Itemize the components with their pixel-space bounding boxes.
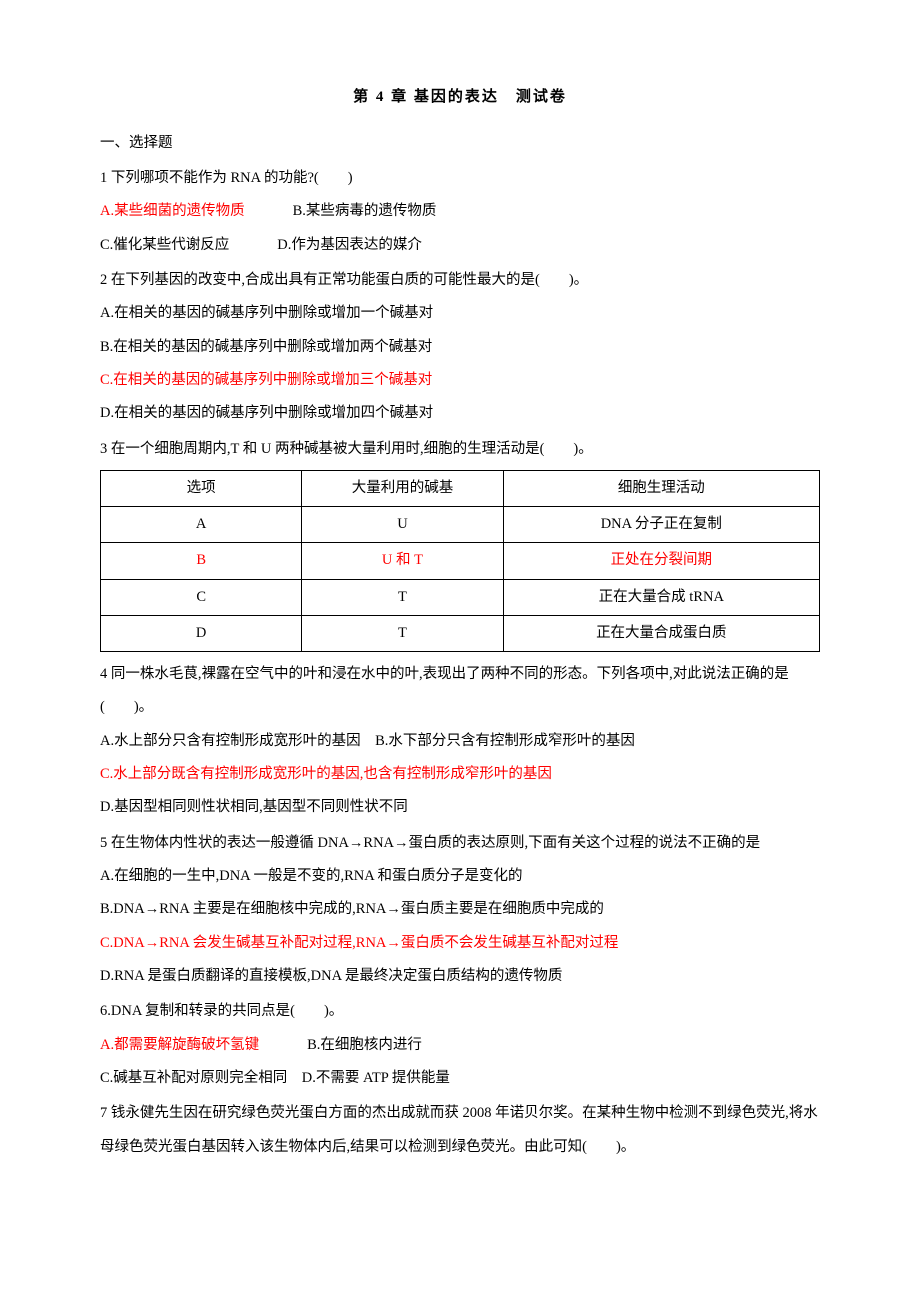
- question-1-options-cd: C.催化某些代谢反应 D.作为基因表达的媒介: [100, 229, 820, 262]
- q6-option-d: D.不需要 ATP 提供能量: [302, 1070, 450, 1086]
- q2-option-d: D.在相关的基因的碱基序列中删除或增加四个碱基对: [100, 397, 820, 430]
- q5-option-c: C.DNA→RNA 会发生碱基互补配对过程,RNA→蛋白质不会发生碱基互补配对过…: [100, 927, 820, 960]
- q2-option-a: A.在相关的基因的碱基序列中删除或增加一个碱基对: [100, 297, 820, 330]
- table-header-base: 大量利用的碱基: [302, 470, 503, 506]
- table-row: A U DNA 分子正在复制: [101, 507, 820, 543]
- question-1-stem: 1 下列哪项不能作为 RNA 的功能?( ): [100, 162, 820, 195]
- q1-option-c: C.催化某些代谢反应: [100, 237, 229, 253]
- table-cell-opt: D: [101, 615, 302, 651]
- question-2-stem: 2 在下列基因的改变中,合成出具有正常功能蛋白质的可能性最大的是( )。: [100, 264, 820, 297]
- table-header-activity: 细胞生理活动: [503, 470, 819, 506]
- table-cell-act: DNA 分子正在复制: [503, 507, 819, 543]
- question-6-options-ab: A.都需要解旋酶破坏氢键 B.在细胞核内进行: [100, 1029, 820, 1062]
- table-cell-act: 正在大量合成蛋白质: [503, 615, 819, 651]
- table-cell-base: T: [302, 615, 503, 651]
- question-1-options-ab: A.某些细菌的遗传物质 B.某些病毒的遗传物质: [100, 195, 820, 228]
- question-6-options-cd: C.碱基互补配对原则完全相同 D.不需要 ATP 提供能量: [100, 1062, 820, 1095]
- q1-option-d: D.作为基因表达的媒介: [277, 237, 422, 253]
- question-6-stem: 6.DNA 复制和转录的共同点是( )。: [100, 995, 820, 1028]
- question-4-stem: 4 同一株水毛茛,裸露在空气中的叶和浸在水中的叶,表现出了两种不同的形态。下列各…: [100, 658, 820, 725]
- table-cell-base: U: [302, 507, 503, 543]
- q4-option-a: A.水上部分只含有控制形成宽形叶的基因: [100, 733, 361, 749]
- table-row: D T 正在大量合成蛋白质: [101, 615, 820, 651]
- question-4-options-ab: A.水上部分只含有控制形成宽形叶的基因 B.水下部分只含有控制形成窄形叶的基因: [100, 725, 820, 758]
- q1-option-b: B.某些病毒的遗传物质: [293, 203, 437, 219]
- question-5-stem: 5 在生物体内性状的表达一般遵循 DNA→RNA→蛋白质的表达原则,下面有关这个…: [100, 827, 820, 860]
- table-cell-base: U 和 T: [302, 543, 503, 579]
- table-cell-act: 正处在分裂间期: [503, 543, 819, 579]
- q6-option-a: A.都需要解旋酶破坏氢键: [100, 1037, 259, 1053]
- q2-option-b: B.在相关的基因的碱基序列中删除或增加两个碱基对: [100, 331, 820, 364]
- q4-option-c: C.水上部分既含有控制形成宽形叶的基因,也含有控制形成窄形叶的基因: [100, 758, 820, 791]
- table-cell-act: 正在大量合成 tRNA: [503, 579, 819, 615]
- table-row: B U 和 T 正处在分裂间期: [101, 543, 820, 579]
- q6-option-c: C.碱基互补配对原则完全相同: [100, 1070, 287, 1086]
- q5-option-d: D.RNA 是蛋白质翻译的直接模板,DNA 是最终决定蛋白质结构的遗传物质: [100, 960, 820, 993]
- q4-option-d: D.基因型相同则性状相同,基因型不同则性状不同: [100, 791, 820, 824]
- page-title: 第 4 章 基因的表达 测试卷: [100, 80, 820, 115]
- q5-option-b: B.DNA→RNA 主要是在细胞核中完成的,RNA→蛋白质主要是在细胞质中完成的: [100, 893, 820, 926]
- table-cell-opt: B: [101, 543, 302, 579]
- q2-option-c: C.在相关的基因的碱基序列中删除或增加三个碱基对: [100, 364, 820, 397]
- q6-option-b: B.在细胞核内进行: [307, 1037, 422, 1053]
- question-3-table: 选项 大量利用的碱基 细胞生理活动 A U DNA 分子正在复制 B U 和 T…: [100, 470, 820, 652]
- table-cell-base: T: [302, 579, 503, 615]
- question-7-stem: 7 钱永健先生因在研究绿色荧光蛋白方面的杰出成就而获 2008 年诺贝尔奖。在某…: [100, 1097, 820, 1164]
- q1-option-a: A.某些细菌的遗传物质: [100, 203, 245, 219]
- table-header-row: 选项 大量利用的碱基 细胞生理活动: [101, 470, 820, 506]
- table-cell-opt: C: [101, 579, 302, 615]
- table-cell-opt: A: [101, 507, 302, 543]
- table-row: C T 正在大量合成 tRNA: [101, 579, 820, 615]
- section-header: 一、选择题: [100, 127, 820, 160]
- q5-option-a: A.在细胞的一生中,DNA 一般是不变的,RNA 和蛋白质分子是变化的: [100, 860, 820, 893]
- question-3-stem: 3 在一个细胞周期内,T 和 U 两种碱基被大量利用时,细胞的生理活动是( )。: [100, 433, 820, 466]
- q4-option-b: B.水下部分只含有控制形成窄形叶的基因: [375, 733, 635, 749]
- table-header-option: 选项: [101, 470, 302, 506]
